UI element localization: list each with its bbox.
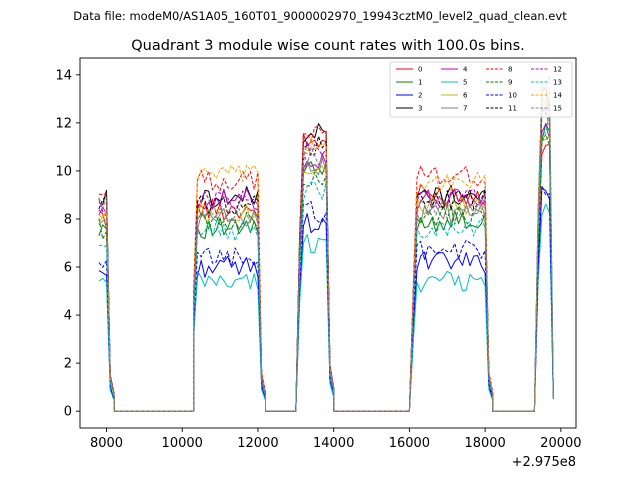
- chart-suptitle: Data file: modeM0/AS1A05_160T01_90000029…: [73, 9, 567, 23]
- plot-frame: [79, 57, 577, 429]
- y-tick-label: 2: [64, 357, 72, 372]
- series-line-15: [98, 74, 554, 412]
- legend-label-6: 6: [463, 92, 468, 100]
- y-tick-label: 0: [64, 405, 72, 420]
- legend-label-10: 10: [508, 92, 517, 100]
- axes-layer: 8000 10000 12000 14000 16000 18000 20000 0 2 4 6 8 1…: [55, 68, 581, 451]
- legend-label-0: 0: [418, 66, 422, 74]
- series-line-7: [98, 98, 554, 412]
- series-layer: [98, 74, 554, 412]
- legend-label-13: 13: [553, 79, 562, 87]
- legend-label-9: 9: [508, 79, 512, 87]
- series-line-8: [98, 104, 554, 412]
- x-tick-label: 8000: [90, 436, 123, 451]
- series-line-3: [98, 87, 554, 412]
- legend-label-5: 5: [463, 79, 467, 87]
- legend-frame: [389, 61, 573, 118]
- x-tick-label: 10000: [162, 436, 203, 451]
- legend-label-4: 4: [463, 66, 468, 74]
- x-tick-label: 14000: [313, 436, 354, 451]
- x-tick-label: 16000: [389, 436, 430, 451]
- legend-label-7: 7: [463, 105, 467, 113]
- legend-label-14: 14: [553, 92, 562, 100]
- series-line-5: [98, 203, 554, 412]
- y-tick-label: 6: [64, 261, 72, 276]
- y-tick-label: 12: [55, 116, 72, 131]
- chart-title: Quadrant 3 module wise count rates with …: [131, 38, 525, 54]
- y-tick-label: 14: [55, 68, 72, 83]
- series-line-10: [98, 185, 554, 412]
- y-tick-label: 8: [64, 212, 72, 227]
- legend-label-1: 1: [418, 79, 422, 87]
- x-tick-label: 12000: [237, 436, 278, 451]
- series-line-13: [98, 111, 554, 412]
- legend-label-3: 3: [418, 105, 422, 113]
- x-tick-label: 20000: [540, 436, 581, 451]
- x-offset-label: +2.975e8: [512, 455, 576, 470]
- x-tick-label: 18000: [464, 436, 505, 451]
- legend-label-12: 12: [553, 66, 562, 74]
- legend-label-11: 11: [508, 105, 517, 113]
- series-line-2: [98, 187, 554, 412]
- y-tick-label: 4: [64, 309, 72, 324]
- series-line-11: [98, 103, 554, 412]
- series-line-14: [98, 86, 554, 412]
- legend-label-8: 8: [508, 66, 512, 74]
- legend-label-2: 2: [418, 92, 422, 100]
- series-line-9: [98, 133, 554, 412]
- y-tick-label: 10: [55, 164, 72, 179]
- series-line-1: [98, 122, 554, 412]
- legend-label-15: 15: [553, 105, 562, 113]
- series-line-12: [98, 109, 554, 412]
